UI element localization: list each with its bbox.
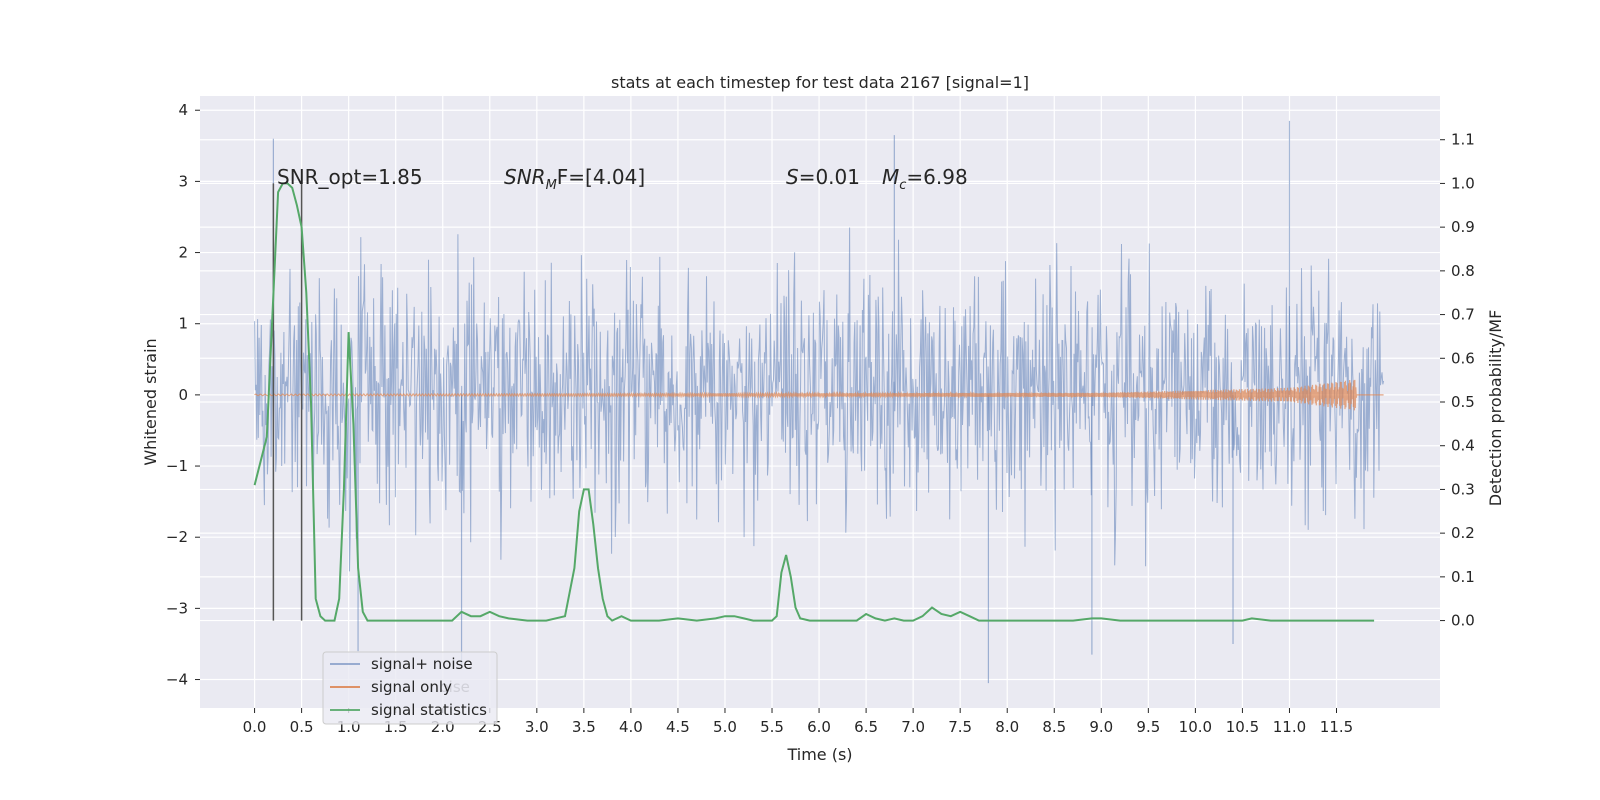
y-axis-label: Whitened strain bbox=[141, 338, 160, 465]
x-tick-label: 7.5 bbox=[948, 718, 972, 736]
legend-box bbox=[322, 651, 498, 725]
vertical-markers bbox=[272, 183, 303, 621]
x-tick-label: 11.0 bbox=[1273, 718, 1306, 736]
x-tick-label: 3.0 bbox=[525, 718, 549, 736]
y-axis-ticks: 4 3 2 1 0 −1 −2 −3 −4 bbox=[166, 101, 200, 689]
x-tick-label: 3.5 bbox=[572, 718, 596, 736]
x-tick-label: 9.5 bbox=[1136, 718, 1160, 736]
annotation-snr-mf-subscript: M bbox=[546, 178, 557, 193]
x-tick-label: 8.5 bbox=[1042, 718, 1066, 736]
chart-title: stats at each timestep for test data 216… bbox=[611, 73, 1029, 92]
legend-ghost-text: noise bbox=[430, 678, 470, 696]
right-y-tick-label: 0.3 bbox=[1451, 480, 1475, 498]
right-y-tick-label: 0.6 bbox=[1451, 349, 1475, 367]
x-tick-label: 0.5 bbox=[290, 718, 314, 736]
annotation-mc: Mc=6.98 bbox=[882, 165, 968, 193]
legend-label-signal-noise: signal+ noise bbox=[371, 655, 473, 673]
annotation-s-symbol: S bbox=[786, 165, 799, 189]
x-tick-label: 9.0 bbox=[1089, 718, 1113, 736]
y-tick-label: −4 bbox=[166, 671, 188, 689]
x-tick-label: 10.0 bbox=[1179, 718, 1212, 736]
y-tick-label: −1 bbox=[166, 457, 188, 475]
signal-statistics-line bbox=[253, 182, 1375, 622]
y-tick-label: 0 bbox=[178, 386, 188, 404]
legend-label-signal-only: signal only bbox=[371, 678, 452, 696]
x-axis-label: Time (s) bbox=[786, 745, 852, 764]
annotation-snr-mf-value: F=[4.04] bbox=[557, 165, 645, 189]
y-tick-label: −3 bbox=[166, 599, 188, 617]
right-y-tick-label: 0.9 bbox=[1451, 218, 1475, 236]
right-y-axis-ticks: 1.1 1.0 0.9 0.8 0.7 0.6 0.5 0.4 0.3 0.2 0.1 0.0 bbox=[1440, 131, 1475, 630]
y-tick-label: 2 bbox=[178, 244, 188, 262]
x-tick-label: 8.0 bbox=[995, 718, 1019, 736]
right-y-tick-label: 0.5 bbox=[1451, 393, 1475, 411]
annotation-snr-mf-symbol: SNR bbox=[504, 165, 546, 189]
right-y-tick-label: 0.4 bbox=[1451, 437, 1475, 455]
x-tick-label: 0.0 bbox=[243, 718, 267, 736]
right-y-tick-label: 0.0 bbox=[1451, 612, 1475, 630]
right-y-tick-label: 1.1 bbox=[1451, 131, 1475, 149]
annotation-s: S=0.01 bbox=[786, 165, 860, 189]
legend-label-signal-statistics: signal statistics bbox=[371, 701, 487, 719]
right-y-axis-label: Detection probability/MF bbox=[1486, 310, 1505, 507]
x-tick-label: 5.5 bbox=[760, 718, 784, 736]
x-tick-label: 4.0 bbox=[619, 718, 643, 736]
x-axis-ticks: 0.0 0.5 1.0 1.5 2.0 2.5 3.0 3.5 4.0 4.5 5.0 5.5 6.0 6… bbox=[243, 708, 1353, 736]
right-y-tick-label: 0.1 bbox=[1451, 568, 1475, 586]
annotation-mc-value: =6.98 bbox=[906, 165, 967, 189]
y-tick-label: 3 bbox=[178, 172, 188, 190]
annotation-snr-opt: SNR_opt=1.85 bbox=[277, 165, 423, 189]
y-tick-label: 1 bbox=[178, 315, 188, 333]
annotation-mc-symbol: M bbox=[882, 165, 899, 189]
annotation-s-value: =0.01 bbox=[799, 165, 860, 189]
right-y-tick-label: 0.2 bbox=[1451, 524, 1475, 542]
x-tick-label: 11.5 bbox=[1320, 718, 1353, 736]
signal-statistics-series bbox=[253, 182, 1375, 622]
right-y-tick-label: 0.7 bbox=[1451, 306, 1475, 324]
right-y-tick-label: 0.8 bbox=[1451, 262, 1475, 280]
annotation-snr-mf: SNRMF=[4.04] bbox=[504, 165, 645, 193]
right-y-tick-label: 1.0 bbox=[1451, 174, 1475, 192]
legend: noise signal+ noise signal only signal s… bbox=[322, 651, 498, 725]
x-tick-label: 4.5 bbox=[666, 718, 690, 736]
y-tick-label: −2 bbox=[166, 528, 188, 546]
x-tick-label: 5.0 bbox=[713, 718, 737, 736]
x-tick-label: 10.5 bbox=[1226, 718, 1259, 736]
annotation-mc-subscript: c bbox=[899, 178, 906, 193]
y-tick-label: 4 bbox=[178, 101, 188, 119]
x-tick-label: 6.0 bbox=[807, 718, 831, 736]
x-tick-label: 6.5 bbox=[854, 718, 878, 736]
signal-only-series bbox=[254, 379, 1384, 411]
x-tick-label: 7.0 bbox=[901, 718, 925, 736]
signal-noise-line bbox=[254, 227, 1385, 572]
signal-only-line bbox=[254, 379, 1384, 411]
